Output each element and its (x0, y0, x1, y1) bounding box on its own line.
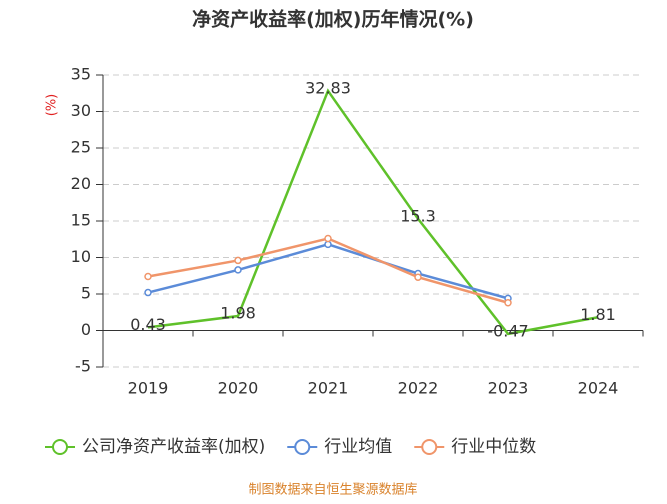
point (504, 299, 512, 307)
series-line (147, 237, 509, 304)
x-tick-label: 2019 (128, 379, 169, 398)
legend-label: 行业中位数 (451, 437, 536, 457)
y-tick-label: 20 (71, 174, 91, 193)
y-tick-label: 30 (71, 101, 91, 120)
data-label: 1.98 (220, 304, 256, 323)
point (144, 272, 152, 281)
x-tick-label: 2020 (218, 379, 259, 398)
y-tick-label: 10 (71, 247, 91, 266)
legend-label: 行业均值 (324, 437, 392, 457)
y-tick-label: 15 (71, 211, 91, 230)
point (144, 288, 152, 297)
x-tick-label: 2023 (488, 379, 529, 398)
chart-title: 净资产收益率(加权)历年情况(%) (192, 8, 474, 31)
point (234, 256, 242, 265)
data-label: 15.3 (400, 206, 436, 225)
y-tick-label: 35 (71, 65, 91, 84)
legend-marker (294, 439, 311, 455)
legend-marker (52, 439, 68, 455)
data-label: 1.81 (580, 305, 616, 324)
series-line (147, 243, 509, 300)
data-label: 32.83 (305, 78, 351, 97)
legend-marker (421, 439, 438, 455)
data-label: -0.47 (487, 321, 528, 340)
x-tick-label: 2021 (308, 379, 349, 398)
y-tick-label: 25 (71, 138, 91, 157)
x-tick-label: 2022 (398, 379, 439, 398)
y-tick-label: -5 (75, 357, 91, 376)
point (414, 273, 422, 281)
y-axis-label: (%) (45, 94, 60, 117)
x-tick-label: 2024 (578, 379, 619, 398)
y-tick-label: 5 (81, 284, 91, 303)
legend-label: 公司净资产收益率(加权) (82, 437, 265, 457)
point (324, 234, 332, 243)
data-label: 0.43 (130, 315, 166, 334)
point (234, 266, 242, 274)
series-line (147, 88, 599, 336)
y-tick-label: 0 (81, 320, 91, 339)
footer: 制图数据来自恒生聚源数据库 (248, 482, 417, 498)
